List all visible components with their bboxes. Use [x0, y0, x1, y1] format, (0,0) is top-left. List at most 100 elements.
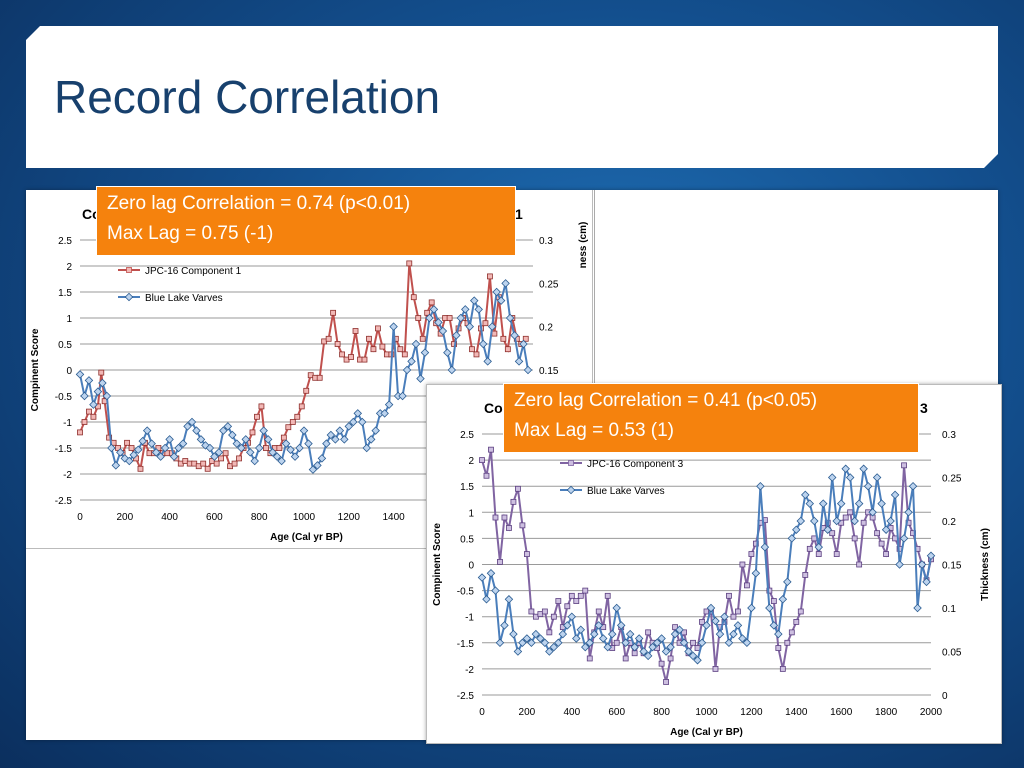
data-point: [330, 309, 337, 316]
data-point: [863, 481, 873, 491]
data-point: [379, 343, 386, 350]
data-point: [89, 400, 98, 409]
chart-title-fragment-right: 1: [515, 206, 523, 222]
data-point: [622, 655, 629, 662]
data-point: [357, 417, 367, 427]
data-point: [237, 443, 246, 453]
legend-label: Blue Lake Varves: [587, 486, 665, 497]
data-point: [805, 499, 815, 508]
data-point: [497, 558, 503, 565]
data-point: [106, 434, 113, 441]
data-point: [416, 374, 425, 383]
y-right-tick-label: 0: [942, 691, 948, 702]
data-point: [477, 573, 487, 582]
data-point: [295, 443, 304, 453]
data-point: [222, 450, 229, 457]
data-point: [524, 551, 530, 557]
data-point: [886, 516, 895, 526]
y-tick-label: 2.5: [58, 236, 72, 247]
data-point: [522, 634, 532, 643]
x-tick-label: 1000: [293, 512, 316, 523]
data-point: [518, 638, 527, 648]
data-point: [443, 348, 452, 357]
callout-2-max-lag: Max Lag = 0.53 (1): [514, 420, 675, 441]
data-point: [370, 346, 377, 353]
data-point: [348, 354, 354, 360]
data-point: [219, 426, 228, 435]
data-point: [504, 595, 514, 604]
y-tick-label: 1.5: [58, 288, 72, 299]
data-point: [765, 603, 774, 613]
data-point: [699, 619, 705, 625]
data-point: [406, 260, 413, 267]
x-tick-label: 1200: [338, 512, 361, 523]
data-point: [491, 330, 498, 337]
data-point: [527, 638, 536, 648]
data-point: [541, 608, 548, 615]
y-right-tick-label: 0.1: [942, 604, 956, 615]
data-point: [411, 339, 421, 349]
data-point: [487, 322, 497, 331]
legend-swatch-marker: [566, 485, 576, 495]
data-point: [751, 568, 761, 578]
data-point: [877, 499, 886, 508]
data-point: [536, 634, 545, 643]
data-point: [598, 634, 608, 643]
data-point: [810, 516, 819, 526]
data-point: [697, 638, 707, 648]
y-tick-label: 1.5: [460, 482, 474, 493]
data-point: [501, 514, 508, 521]
data-point: [81, 419, 88, 425]
data-point: [733, 621, 743, 630]
data-point: [832, 516, 841, 526]
data-point: [352, 328, 359, 334]
callout-2-correlation: Zero lag Correlation = 0.41 (p<0.05): [514, 390, 818, 411]
data-point: [796, 516, 806, 526]
data-point: [304, 439, 313, 448]
data-point: [473, 351, 480, 358]
data-point: [748, 551, 755, 557]
data-point: [550, 613, 557, 620]
data-point: [890, 490, 900, 500]
data-point: [607, 629, 617, 639]
y-right-tick-label: 0.2: [539, 323, 553, 334]
x-tick-label: 800: [251, 512, 268, 523]
data-point: [872, 473, 882, 482]
data-point: [922, 577, 931, 587]
data-point: [228, 430, 237, 440]
y-tick-label: 0: [66, 366, 72, 377]
data-point: [577, 592, 584, 599]
x-tick-label: 1200: [740, 707, 763, 718]
data-point: [715, 629, 725, 639]
y-tick-label: 0.5: [460, 534, 474, 545]
data-point: [316, 374, 323, 381]
data-point: [545, 647, 554, 656]
data-point: [102, 391, 112, 401]
data-point: [339, 351, 345, 358]
data-point: [802, 572, 809, 578]
data-point: [98, 378, 107, 388]
data-point: [294, 413, 301, 420]
data-point: [353, 409, 363, 418]
data-point: [531, 629, 541, 639]
data-point: [860, 519, 867, 526]
data-point: [107, 443, 116, 453]
callout-component-1: Zero lag Correlation = 0.74 (p<0.01) Max…: [96, 186, 516, 256]
data-point: [492, 514, 499, 521]
data-point: [724, 638, 734, 648]
data-point: [285, 424, 292, 431]
data-point: [482, 595, 491, 604]
x-tick-label: 200: [519, 707, 536, 718]
data-point: [555, 598, 562, 604]
data-point: [425, 313, 434, 323]
data-point: [124, 439, 130, 446]
data-point: [486, 568, 496, 578]
x-axis-label: Age (Cal yr BP): [270, 532, 343, 543]
data-point: [147, 439, 156, 448]
data-point: [881, 525, 891, 534]
data-point: [729, 629, 738, 639]
data-point: [631, 650, 638, 657]
data-point: [151, 448, 161, 457]
x-tick-label: 0: [77, 512, 83, 523]
data-point: [814, 542, 823, 552]
